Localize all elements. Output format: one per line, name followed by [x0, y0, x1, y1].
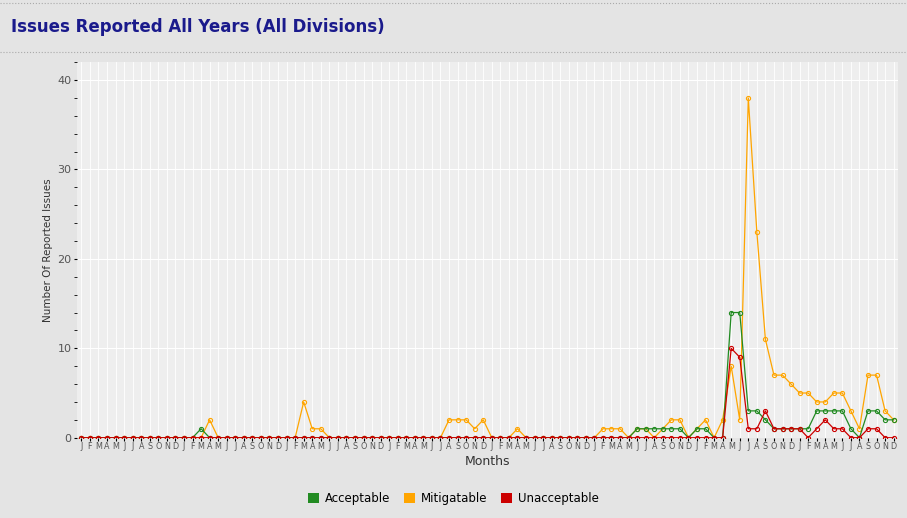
Text: Issues Reported All Years (All Divisions): Issues Reported All Years (All Divisions… — [11, 18, 385, 36]
X-axis label: Months: Months — [464, 455, 511, 468]
Y-axis label: Number Of Reported Issues: Number Of Reported Issues — [44, 178, 54, 322]
Legend: Acceptable, Mitigatable, Unacceptable: Acceptable, Mitigatable, Unacceptable — [304, 487, 603, 510]
